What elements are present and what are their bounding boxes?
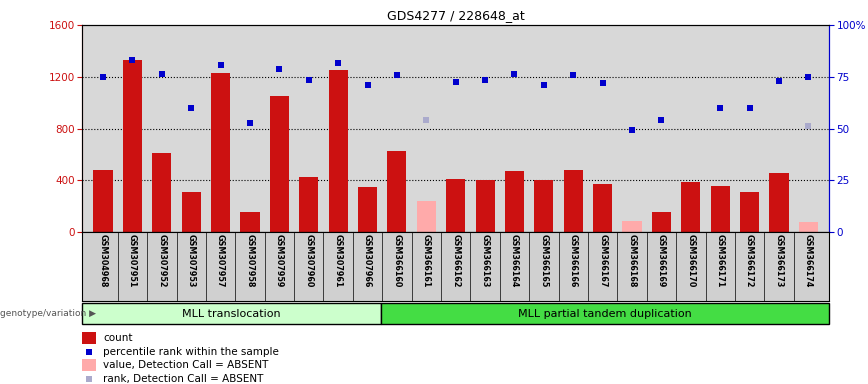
Text: GSM366170: GSM366170 — [687, 234, 695, 288]
Text: GSM366166: GSM366166 — [569, 234, 578, 288]
Bar — [82, 359, 95, 371]
Text: genotype/variation ▶: genotype/variation ▶ — [0, 310, 96, 318]
Text: GSM366167: GSM366167 — [598, 234, 607, 288]
Bar — [211, 73, 230, 232]
Bar — [299, 177, 319, 232]
Text: GSM366162: GSM366162 — [451, 234, 460, 288]
Text: GSM307957: GSM307957 — [216, 234, 225, 288]
Bar — [622, 221, 641, 232]
Text: GSM366168: GSM366168 — [628, 234, 636, 288]
Text: GSM366173: GSM366173 — [774, 234, 784, 288]
Text: GSM307960: GSM307960 — [305, 234, 313, 288]
Text: GSM307958: GSM307958 — [246, 234, 254, 288]
Text: GSM366160: GSM366160 — [392, 234, 401, 288]
Text: count: count — [103, 333, 133, 343]
Text: GSM366164: GSM366164 — [510, 234, 519, 288]
Text: GSM366163: GSM366163 — [481, 234, 490, 288]
Text: GSM366171: GSM366171 — [716, 234, 725, 288]
Text: GSM366174: GSM366174 — [804, 234, 812, 288]
Bar — [711, 186, 730, 232]
Text: GSM307952: GSM307952 — [157, 234, 167, 288]
Text: GSM307951: GSM307951 — [128, 234, 137, 288]
Text: GSM366165: GSM366165 — [539, 234, 549, 288]
Bar — [381, 303, 829, 324]
Text: MLL translocation: MLL translocation — [182, 309, 281, 319]
Bar — [535, 180, 554, 232]
Bar — [82, 333, 95, 344]
Bar — [94, 170, 113, 232]
Bar — [387, 151, 406, 232]
Text: rank, Detection Call = ABSENT: rank, Detection Call = ABSENT — [103, 374, 264, 384]
Bar — [270, 96, 289, 232]
Bar — [593, 184, 612, 232]
Bar — [123, 60, 142, 232]
Text: GSM304968: GSM304968 — [99, 234, 108, 288]
Bar — [240, 212, 260, 232]
Text: GSM366169: GSM366169 — [657, 234, 666, 288]
Text: GSM307959: GSM307959 — [275, 234, 284, 288]
Bar — [563, 170, 582, 232]
Bar — [681, 182, 700, 232]
Bar — [476, 180, 495, 232]
Title: GDS4277 / 228648_at: GDS4277 / 228648_at — [387, 9, 524, 22]
Bar — [181, 192, 201, 232]
Text: GSM307966: GSM307966 — [363, 234, 372, 288]
Bar — [152, 153, 171, 232]
Bar — [505, 171, 524, 232]
Bar — [769, 173, 788, 232]
Text: GSM307961: GSM307961 — [333, 234, 343, 288]
Text: GSM366161: GSM366161 — [422, 234, 431, 288]
Bar — [417, 201, 436, 232]
Text: GSM307953: GSM307953 — [187, 234, 195, 288]
Bar — [652, 212, 671, 232]
Text: MLL partial tandem duplication: MLL partial tandem duplication — [518, 309, 692, 319]
Bar — [82, 303, 381, 324]
Bar — [446, 179, 465, 232]
Bar — [799, 222, 818, 232]
Text: GSM366172: GSM366172 — [745, 234, 754, 288]
Bar — [358, 187, 377, 232]
Text: percentile rank within the sample: percentile rank within the sample — [103, 347, 279, 357]
Bar — [740, 192, 760, 232]
Text: value, Detection Call = ABSENT: value, Detection Call = ABSENT — [103, 360, 269, 370]
Bar — [329, 70, 348, 232]
